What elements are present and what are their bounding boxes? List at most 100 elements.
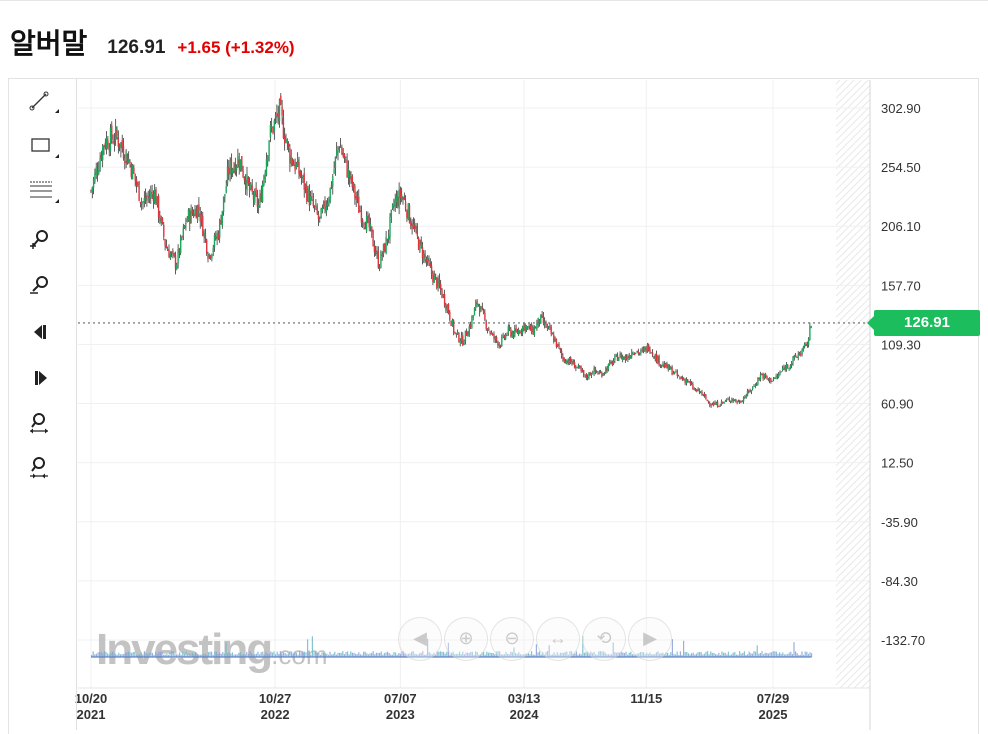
volume-bar <box>579 653 581 657</box>
candle-body <box>326 203 329 206</box>
candle-body <box>126 154 129 165</box>
candle-body <box>516 331 519 334</box>
candle-body <box>102 145 104 161</box>
candle-body <box>254 190 256 203</box>
candle-body <box>549 325 551 329</box>
volume-bar <box>276 651 278 657</box>
candle-body <box>134 173 136 181</box>
fibonacci-lines-icon[interactable] <box>24 176 60 206</box>
candle-body <box>242 170 244 177</box>
candle-body <box>169 253 171 259</box>
candle-body <box>345 156 347 158</box>
rectangle-icon[interactable] <box>24 131 60 161</box>
candle-body <box>655 353 658 363</box>
candle-body <box>623 357 625 359</box>
candle-body <box>459 341 461 343</box>
volume-bar <box>801 651 803 657</box>
zoom-in-icon[interactable] <box>24 224 60 254</box>
nav-zoom-fit-button[interactable]: ↔ <box>536 617 580 661</box>
candle-body <box>749 390 751 392</box>
candle-body <box>94 172 96 182</box>
nav-scroll-left-button[interactable]: ◀ <box>398 617 442 661</box>
x-tick-year: 2022 <box>261 707 290 722</box>
candle-body <box>662 363 664 366</box>
volume-bar <box>527 653 529 657</box>
candle-body <box>687 379 689 383</box>
volume-bar <box>803 654 805 657</box>
candle-body <box>722 401 724 403</box>
candle-body <box>624 356 626 360</box>
candle-body <box>618 357 620 361</box>
candle-body <box>449 312 451 320</box>
scroll-right-icon[interactable] <box>24 363 60 393</box>
candle-body <box>772 378 775 380</box>
nav-reset-button[interactable]: ⟲ <box>582 617 626 661</box>
candle-body <box>633 354 636 356</box>
volume-bar <box>633 654 635 657</box>
volume-bar <box>382 654 384 657</box>
volume-bar <box>332 653 334 657</box>
candle-body <box>675 371 677 373</box>
volume-bar <box>446 651 448 657</box>
candle-body <box>729 400 732 402</box>
x-tick-label: 11/15 <box>630 691 662 706</box>
candle-body <box>167 249 169 251</box>
candle-body <box>706 399 708 401</box>
reset-zoom-icon[interactable] <box>24 454 60 484</box>
candle-body <box>532 326 534 335</box>
candle-body <box>640 350 642 353</box>
candle-body <box>96 170 99 174</box>
candle-body <box>663 364 665 368</box>
candle-body <box>810 326 812 328</box>
volume-bar <box>748 651 750 657</box>
volume-bar <box>443 651 445 657</box>
volume-bar <box>151 652 153 657</box>
candle-body <box>295 163 298 169</box>
candle-body <box>679 376 681 378</box>
zoom-fit-icon[interactable] <box>24 409 60 439</box>
candle-body <box>273 120 275 133</box>
nav-zoom-in-button[interactable]: ⊕ <box>444 617 488 661</box>
scroll-left-icon[interactable] <box>24 317 60 347</box>
candle-body <box>497 341 499 346</box>
candle-body <box>768 378 771 381</box>
volume-bar <box>126 652 128 657</box>
volume-bar <box>718 652 720 657</box>
candle-body <box>161 217 164 224</box>
trend-line-icon[interactable] <box>24 86 60 116</box>
candle-body <box>339 146 342 148</box>
volume-bar <box>761 651 763 657</box>
volume-bar <box>257 651 259 657</box>
zoom-out-icon: ⊖ <box>504 628 520 648</box>
candle-body <box>173 252 175 257</box>
candle-body <box>417 237 420 250</box>
volume-bar <box>174 654 176 657</box>
candle-body <box>269 124 272 138</box>
candle-body <box>375 250 377 255</box>
candle-body <box>521 326 524 334</box>
volume-bar <box>191 652 193 657</box>
volume-bar <box>620 651 622 657</box>
candle-body <box>731 399 733 402</box>
candle-body <box>586 376 589 379</box>
candle-body <box>261 183 264 202</box>
zoom-out-icon[interactable] <box>24 270 60 300</box>
candle-body <box>492 333 494 335</box>
candle-body <box>125 151 127 161</box>
volume-bar <box>531 651 533 657</box>
candle-body <box>619 353 621 357</box>
nav-scroll-right-button[interactable]: ▶ <box>628 617 672 661</box>
candle-body <box>520 331 522 333</box>
volume-bar <box>750 653 752 657</box>
candle-body <box>360 211 363 223</box>
nav-zoom-out-button[interactable]: ⊖ <box>490 617 534 661</box>
candle-body <box>609 361 611 365</box>
candle-body <box>168 249 170 258</box>
candle-body <box>713 403 715 406</box>
candle-body <box>368 214 370 228</box>
volume-bar <box>575 651 577 657</box>
candle-body <box>450 320 452 326</box>
volume-bar <box>700 652 702 657</box>
volume-bar <box>705 651 707 657</box>
